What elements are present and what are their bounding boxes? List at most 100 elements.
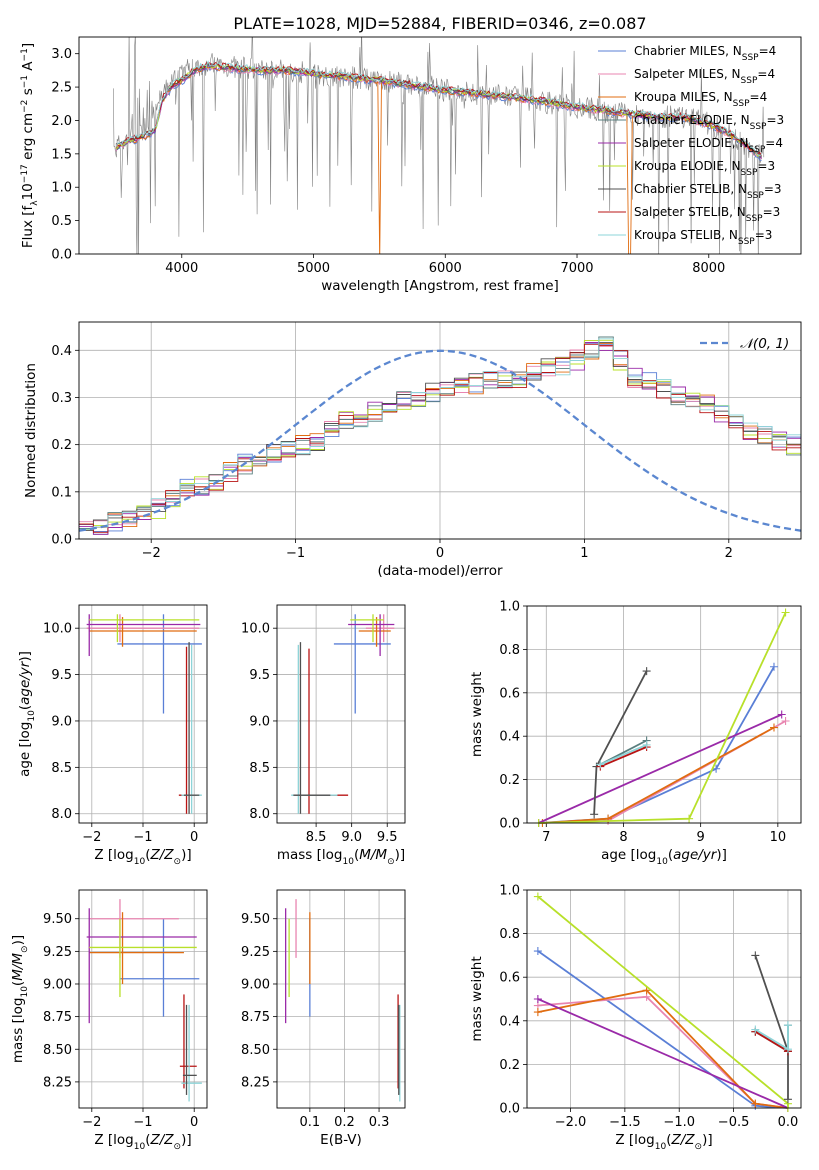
label-part: age [log xyxy=(601,847,656,863)
label-part: SSP xyxy=(741,168,758,178)
x-axis-label: age [log10(age/yr)] xyxy=(601,847,727,867)
y-tick-label: 8.5 xyxy=(249,761,270,776)
label-part: 10 xyxy=(27,710,37,722)
weight-marker xyxy=(751,1099,760,1108)
weight-marker xyxy=(533,995,542,1003)
y-tick-label: 0.1 xyxy=(51,485,72,500)
label-part: )] xyxy=(702,1132,713,1148)
histogram-8 xyxy=(79,343,801,533)
plot-background xyxy=(277,605,405,823)
x-tick-label: 4000 xyxy=(165,261,198,276)
label-part: =4 xyxy=(765,136,783,150)
label-part: )] xyxy=(181,847,192,863)
weight-line-5 xyxy=(537,998,789,1109)
x-tick-label: −2 xyxy=(142,546,161,561)
normal-reference-curve xyxy=(79,349,801,532)
x-tick-label: −2 xyxy=(82,830,101,845)
histogram-2 xyxy=(79,340,801,526)
y-tick-label: 0.6 xyxy=(499,686,520,701)
label-part: )] xyxy=(17,651,33,662)
label-part: mass [log xyxy=(277,847,343,863)
label-part: SSP xyxy=(750,122,767,132)
x-tick-label: −0.5 xyxy=(718,1115,750,1130)
label-part: ⊙ xyxy=(695,1142,703,1152)
x-tick-label: −2.0 xyxy=(555,1115,587,1130)
plot-frame xyxy=(78,321,802,540)
histogram-5 xyxy=(79,342,801,535)
plot-marks-mass-vs-Z xyxy=(86,899,202,1102)
y-tick-label: 1.0 xyxy=(51,181,72,196)
weight-marker xyxy=(685,814,694,823)
label-part: ⊙ xyxy=(174,1142,182,1152)
label-part: SSP xyxy=(748,145,765,155)
label-part: Z [log xyxy=(94,1132,133,1148)
label-part: λ xyxy=(30,200,40,206)
x-tick-label: 9.0 xyxy=(341,830,362,845)
y-axis-label: Flux [fλ10−17 erg cm−2 s−1 A−1] xyxy=(20,43,40,248)
label-part: Flux [f xyxy=(20,204,36,248)
legend-label-9: Kroupa STELIB, NSSP=3 xyxy=(634,228,772,247)
label-part: M/M xyxy=(10,953,26,981)
weight-marker xyxy=(769,662,778,671)
y-tick-label: 8.0 xyxy=(51,807,72,822)
y-tick-label: 10.0 xyxy=(241,622,270,637)
y-tick-label: 1.0 xyxy=(499,600,520,615)
x-tick-label: 9.5 xyxy=(377,830,398,845)
label-part: A xyxy=(20,61,36,75)
axes-age-vs-Z: −2 −1 0 8.0 8.5 9.0 9.5 10.0 xyxy=(43,605,207,845)
label-part: Z [log xyxy=(615,1132,654,1148)
x-tick-label: −1.0 xyxy=(663,1115,695,1130)
legend-label-normal: 𝒩(0, 1) xyxy=(740,336,789,352)
plot-marks-age-vs-mass xyxy=(291,614,395,814)
label-part: age/yr xyxy=(17,660,33,705)
label-part: 10 xyxy=(20,183,36,200)
y-tick-label: 0.2 xyxy=(51,438,72,453)
plot-marks-spectrum xyxy=(113,37,765,254)
data-spectrum-line xyxy=(113,37,765,254)
plot-marks-residuals xyxy=(79,336,801,535)
y-tick-label: 0.6 xyxy=(499,971,520,986)
y-tick-label: 2.0 xyxy=(51,114,72,129)
label-part: SSP xyxy=(742,53,759,63)
figure-title: PLATE=1028, MJD=52884, FIBERID=0346, z=0… xyxy=(233,14,646,33)
label-part: 10 xyxy=(134,1142,146,1152)
x-tick-label: 8000 xyxy=(692,261,725,276)
x-tick-label: 10 xyxy=(770,830,787,845)
plot-frame xyxy=(276,604,406,824)
label-part: =4 xyxy=(759,44,777,58)
label-part: −17 xyxy=(20,164,30,183)
label-part: SSP xyxy=(733,99,750,109)
x-tick-label: 0 xyxy=(436,546,444,561)
weight-marker xyxy=(590,810,599,819)
label-part: age/yr xyxy=(673,847,718,863)
plot-marks-age-vs-Z xyxy=(86,614,202,814)
plot-frame xyxy=(526,605,802,824)
weight-line-8 xyxy=(599,746,647,768)
plot-frame xyxy=(78,604,208,824)
x-tick-label: 2 xyxy=(725,546,733,561)
plot-frame xyxy=(276,889,406,1109)
y-axis-label: mass [log10(M/M⊙)] xyxy=(10,935,30,1063)
label-part: =3 xyxy=(755,228,773,242)
label-part: E(B-V) xyxy=(320,1132,362,1148)
label-part: Salpeter MILES, N xyxy=(634,67,741,81)
weight-marker xyxy=(751,1025,760,1034)
label-part: )] xyxy=(10,935,26,946)
y-tick-label: 0.4 xyxy=(499,730,520,745)
legend-label-3: Kroupa MILES, NSSP=4 xyxy=(634,90,767,109)
label-part: (data-model)/error xyxy=(377,563,503,579)
label-part: 10 xyxy=(342,857,354,867)
x-tick-label: −1.5 xyxy=(609,1115,641,1130)
legend-label-1: Chabrier MILES, NSSP=4 xyxy=(634,44,776,63)
label-part: 10 xyxy=(20,986,30,998)
y-axis-label: Normed distribution xyxy=(23,363,39,498)
label-part: ⊙ xyxy=(387,857,395,867)
y-tick-label: 3.0 xyxy=(51,47,72,62)
label-part: 10 xyxy=(655,1142,667,1152)
label-part: 10 xyxy=(656,857,668,867)
label-part: =3 xyxy=(766,113,784,127)
weight-marker xyxy=(781,608,790,617)
y-tick-label: 0.2 xyxy=(499,1058,520,1073)
y-tick-label: 0.8 xyxy=(499,643,520,658)
